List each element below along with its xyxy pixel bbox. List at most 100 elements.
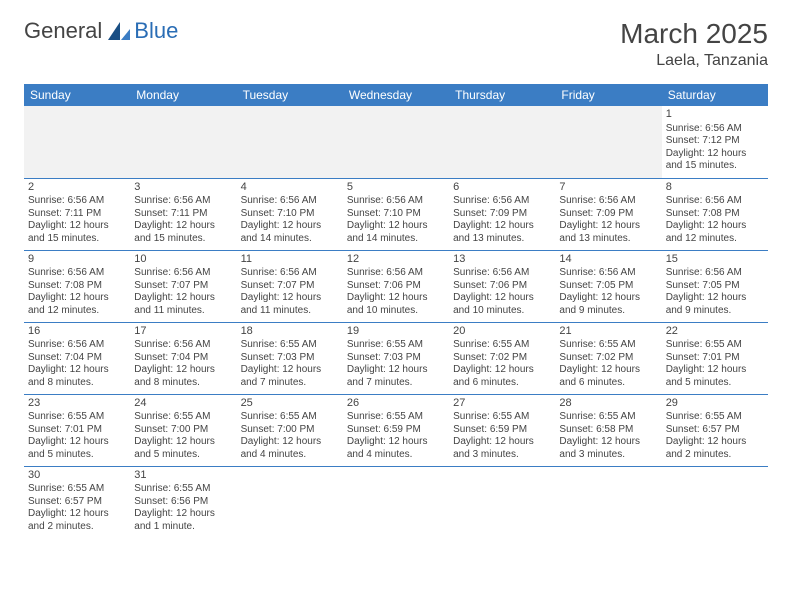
calendar-day-cell xyxy=(449,106,555,178)
day-detail-sunset: Sunset: 7:07 PM xyxy=(134,280,232,293)
day-detail-sunrise: Sunrise: 6:56 AM xyxy=(28,195,126,208)
day-detail-sunset: Sunset: 6:59 PM xyxy=(453,424,551,437)
day-detail-sunset: Sunset: 7:09 PM xyxy=(559,208,657,221)
calendar-day-cell xyxy=(237,106,343,178)
day-number: 17 xyxy=(134,325,232,339)
day-detail-day2: and 4 minutes. xyxy=(241,449,339,462)
day-number: 11 xyxy=(241,253,339,267)
day-detail-sunrise: Sunrise: 6:56 AM xyxy=(453,267,551,280)
day-number: 9 xyxy=(28,253,126,267)
day-detail-day1: Daylight: 12 hours xyxy=(559,364,657,377)
day-detail-sunset: Sunset: 7:10 PM xyxy=(241,208,339,221)
weekday-header: Tuesday xyxy=(237,84,343,106)
calendar-week-row: 1Sunrise: 6:56 AMSunset: 7:12 PMDaylight… xyxy=(24,106,768,178)
day-detail-sunrise: Sunrise: 6:55 AM xyxy=(559,339,657,352)
day-detail-day2: and 5 minutes. xyxy=(666,377,764,390)
day-detail-sunset: Sunset: 7:07 PM xyxy=(241,280,339,293)
day-detail-sunrise: Sunrise: 6:55 AM xyxy=(347,339,445,352)
calendar-day-cell: 20Sunrise: 6:55 AMSunset: 7:02 PMDayligh… xyxy=(449,322,555,394)
calendar-day-cell: 25Sunrise: 6:55 AMSunset: 7:00 PMDayligh… xyxy=(237,394,343,466)
brand-text-blue: Blue xyxy=(134,18,178,44)
day-detail-sunrise: Sunrise: 6:55 AM xyxy=(241,411,339,424)
calendar-day-cell: 31Sunrise: 6:55 AMSunset: 6:56 PMDayligh… xyxy=(130,466,236,538)
day-detail-day2: and 10 minutes. xyxy=(453,305,551,318)
day-detail-sunrise: Sunrise: 6:56 AM xyxy=(241,195,339,208)
day-detail-sunset: Sunset: 6:58 PM xyxy=(559,424,657,437)
calendar-day-cell: 30Sunrise: 6:55 AMSunset: 6:57 PMDayligh… xyxy=(24,466,130,538)
day-number: 31 xyxy=(134,469,232,483)
day-detail-day1: Daylight: 12 hours xyxy=(28,220,126,233)
calendar-day-cell xyxy=(343,106,449,178)
day-number: 20 xyxy=(453,325,551,339)
day-detail-day1: Daylight: 12 hours xyxy=(453,292,551,305)
day-detail-sunrise: Sunrise: 6:55 AM xyxy=(241,339,339,352)
day-number: 30 xyxy=(28,469,126,483)
day-detail-day1: Daylight: 12 hours xyxy=(666,292,764,305)
day-number: 2 xyxy=(28,181,126,195)
calendar-day-cell: 17Sunrise: 6:56 AMSunset: 7:04 PMDayligh… xyxy=(130,322,236,394)
day-number: 16 xyxy=(28,325,126,339)
day-number: 7 xyxy=(559,181,657,195)
weekday-header: Sunday xyxy=(24,84,130,106)
day-number: 18 xyxy=(241,325,339,339)
calendar-day-cell: 2Sunrise: 6:56 AMSunset: 7:11 PMDaylight… xyxy=(24,178,130,250)
day-detail-day1: Daylight: 12 hours xyxy=(134,220,232,233)
day-detail-day1: Daylight: 12 hours xyxy=(241,436,339,449)
weekday-header: Wednesday xyxy=(343,84,449,106)
calendar-day-cell: 16Sunrise: 6:56 AMSunset: 7:04 PMDayligh… xyxy=(24,322,130,394)
day-detail-sunrise: Sunrise: 6:56 AM xyxy=(666,267,764,280)
day-detail-sunset: Sunset: 7:01 PM xyxy=(666,352,764,365)
day-number: 14 xyxy=(559,253,657,267)
day-detail-day1: Daylight: 12 hours xyxy=(28,508,126,521)
day-detail-sunset: Sunset: 7:08 PM xyxy=(666,208,764,221)
day-detail-day2: and 8 minutes. xyxy=(134,377,232,390)
day-detail-day1: Daylight: 12 hours xyxy=(666,364,764,377)
day-detail-sunrise: Sunrise: 6:56 AM xyxy=(559,195,657,208)
location-subtitle: Laela, Tanzania xyxy=(620,52,768,70)
day-detail-day2: and 14 minutes. xyxy=(347,233,445,246)
day-detail-sunrise: Sunrise: 6:55 AM xyxy=(559,411,657,424)
day-detail-sunset: Sunset: 6:59 PM xyxy=(347,424,445,437)
day-detail-sunrise: Sunrise: 6:55 AM xyxy=(28,483,126,496)
calendar-day-cell xyxy=(555,106,661,178)
day-detail-day1: Daylight: 12 hours xyxy=(28,436,126,449)
day-detail-day1: Daylight: 12 hours xyxy=(666,148,764,161)
day-detail-sunset: Sunset: 7:06 PM xyxy=(347,280,445,293)
title-block: March 2025 Laela, Tanzania xyxy=(620,18,768,70)
day-detail-sunrise: Sunrise: 6:56 AM xyxy=(453,195,551,208)
day-number: 12 xyxy=(347,253,445,267)
weekday-header: Monday xyxy=(130,84,236,106)
calendar-day-cell xyxy=(130,106,236,178)
calendar-table: Sunday Monday Tuesday Wednesday Thursday… xyxy=(24,84,768,538)
day-detail-day1: Daylight: 12 hours xyxy=(241,292,339,305)
day-detail-day2: and 15 minutes. xyxy=(666,160,764,173)
day-detail-day1: Daylight: 12 hours xyxy=(347,292,445,305)
day-detail-sunset: Sunset: 7:05 PM xyxy=(559,280,657,293)
day-detail-sunset: Sunset: 7:00 PM xyxy=(134,424,232,437)
day-detail-day1: Daylight: 12 hours xyxy=(134,292,232,305)
calendar-day-cell: 28Sunrise: 6:55 AMSunset: 6:58 PMDayligh… xyxy=(555,394,661,466)
day-detail-day1: Daylight: 12 hours xyxy=(134,508,232,521)
calendar-day-cell xyxy=(343,466,449,538)
day-detail-day1: Daylight: 12 hours xyxy=(559,436,657,449)
day-detail-sunrise: Sunrise: 6:56 AM xyxy=(666,195,764,208)
calendar-week-row: 2Sunrise: 6:56 AMSunset: 7:11 PMDaylight… xyxy=(24,178,768,250)
day-detail-day2: and 2 minutes. xyxy=(666,449,764,462)
day-detail-day1: Daylight: 12 hours xyxy=(241,220,339,233)
calendar-week-row: 16Sunrise: 6:56 AMSunset: 7:04 PMDayligh… xyxy=(24,322,768,394)
day-detail-day2: and 7 minutes. xyxy=(347,377,445,390)
day-number: 25 xyxy=(241,397,339,411)
calendar-day-cell: 26Sunrise: 6:55 AMSunset: 6:59 PMDayligh… xyxy=(343,394,449,466)
calendar-day-cell xyxy=(449,466,555,538)
day-detail-day1: Daylight: 12 hours xyxy=(453,364,551,377)
day-detail-day1: Daylight: 12 hours xyxy=(134,436,232,449)
calendar-day-cell: 18Sunrise: 6:55 AMSunset: 7:03 PMDayligh… xyxy=(237,322,343,394)
day-detail-day2: and 11 minutes. xyxy=(134,305,232,318)
day-number: 8 xyxy=(666,181,764,195)
day-number: 6 xyxy=(453,181,551,195)
day-detail-sunset: Sunset: 7:03 PM xyxy=(241,352,339,365)
day-detail-sunrise: Sunrise: 6:55 AM xyxy=(453,411,551,424)
calendar-day-cell: 4Sunrise: 6:56 AMSunset: 7:10 PMDaylight… xyxy=(237,178,343,250)
day-detail-sunrise: Sunrise: 6:55 AM xyxy=(347,411,445,424)
day-detail-day2: and 4 minutes. xyxy=(347,449,445,462)
